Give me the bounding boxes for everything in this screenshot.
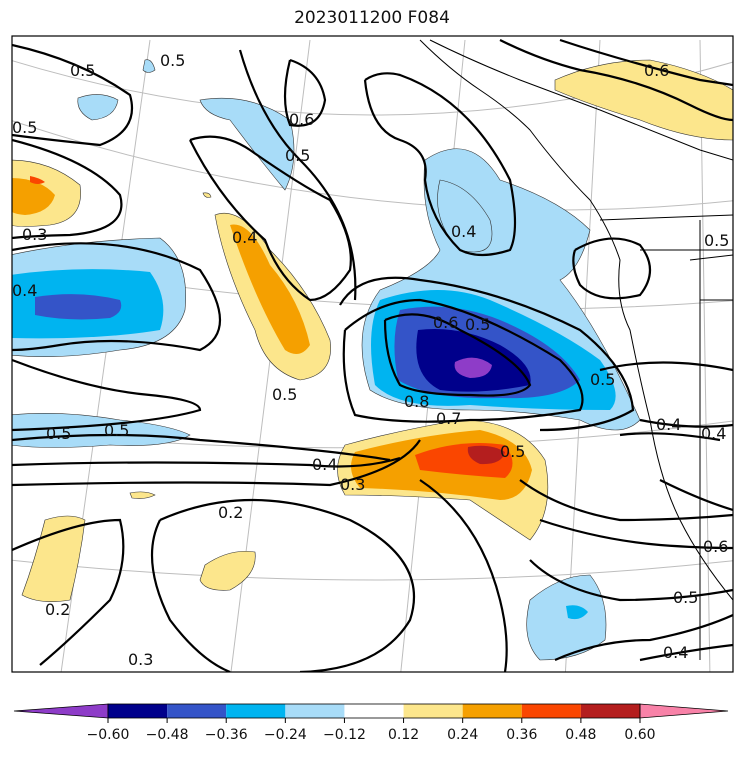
colorbar-tick-label: 0.12 (388, 727, 419, 743)
colorbar-segment (580, 704, 640, 718)
contour-label: 0.4 (312, 455, 337, 474)
colorbar-border (107, 703, 641, 719)
contour-label: 0.5 (104, 421, 129, 440)
contour-label: 0.5 (500, 442, 525, 461)
contour-label: 0.3 (128, 650, 153, 669)
contour-label: 0.6 (703, 537, 728, 556)
colorbar-tick-label: −0.12 (323, 727, 366, 743)
colorbar-tick-label: −0.60 (87, 727, 130, 743)
contour-label: 0.3 (22, 225, 47, 244)
contour-label: 0.4 (663, 643, 688, 662)
contour-label: 0.5 (704, 231, 729, 250)
colorbar-extend-max (639, 703, 729, 719)
colorbar-tick-label: 0.24 (447, 727, 478, 743)
contour-label: 0.5 (160, 51, 185, 70)
contour-label: 0.4 (701, 424, 726, 443)
contour-label: 0.8 (404, 392, 429, 411)
colorbar-segment (167, 704, 227, 718)
contour-label: 0.4 (451, 222, 476, 241)
contour-label: 0.5 (590, 370, 615, 389)
colorbar-segment (521, 704, 581, 718)
negative-anomaly-region (526, 574, 607, 661)
contour-label: 0.5 (46, 424, 71, 443)
colorbar-extend-min (13, 703, 109, 719)
colorbar-tick-label: −0.36 (205, 727, 248, 743)
contour-label: 0.6 (644, 61, 669, 80)
contour-label: 0.5 (285, 146, 310, 165)
contour-label: 0.3 (340, 475, 365, 494)
contour-label: 0.5 (673, 588, 698, 607)
contour-label: 0.6 (433, 313, 458, 332)
contour-label: 0.5 (272, 385, 297, 404)
contour-label: 0.5 (12, 118, 37, 137)
colorbar-segment (462, 704, 522, 718)
contour-label: 0.2 (45, 600, 70, 619)
positive-anomaly-region (554, 59, 733, 141)
colorbar-tick-label: 0.36 (506, 727, 537, 743)
colorbar-tick-label: 0.60 (624, 727, 655, 743)
contour-label: 0.7 (436, 409, 461, 428)
contour-lines (12, 38, 733, 672)
contour-label: 0.4 (656, 415, 681, 434)
colorbar: −0.60 −0.48 −0.36 −0.24 −0.12 0.12 0.24 0.36 0.4… (13, 703, 729, 743)
coastlines (419, 39, 733, 660)
colorbar-segment (108, 704, 168, 718)
colorbar-segment (403, 704, 463, 718)
colorbar-segment (344, 704, 404, 718)
colorbar-segment (226, 704, 286, 718)
contour-label-group: 0.5 0.5 0.5 0.6 0.5 0.6 0.3 0.4 0.4 0.4 … (12, 51, 729, 669)
contour-label: 0.4 (12, 281, 37, 300)
contour-label: 0.2 (218, 503, 243, 522)
contour-label: 0.4 (232, 228, 257, 247)
contour-label: 0.5 (465, 315, 490, 334)
contour-label: 0.6 (289, 110, 314, 129)
colorbar-tick-label: −0.48 (146, 727, 189, 743)
contour-label: 0.5 (70, 61, 95, 80)
colorbar-segment (285, 704, 345, 718)
map-frame (11, 35, 734, 673)
map-title: 2023011200 F084 (294, 8, 450, 28)
colorbar-tick-label: 0.48 (565, 727, 596, 743)
colorbar-tick-label: −0.24 (264, 727, 307, 743)
